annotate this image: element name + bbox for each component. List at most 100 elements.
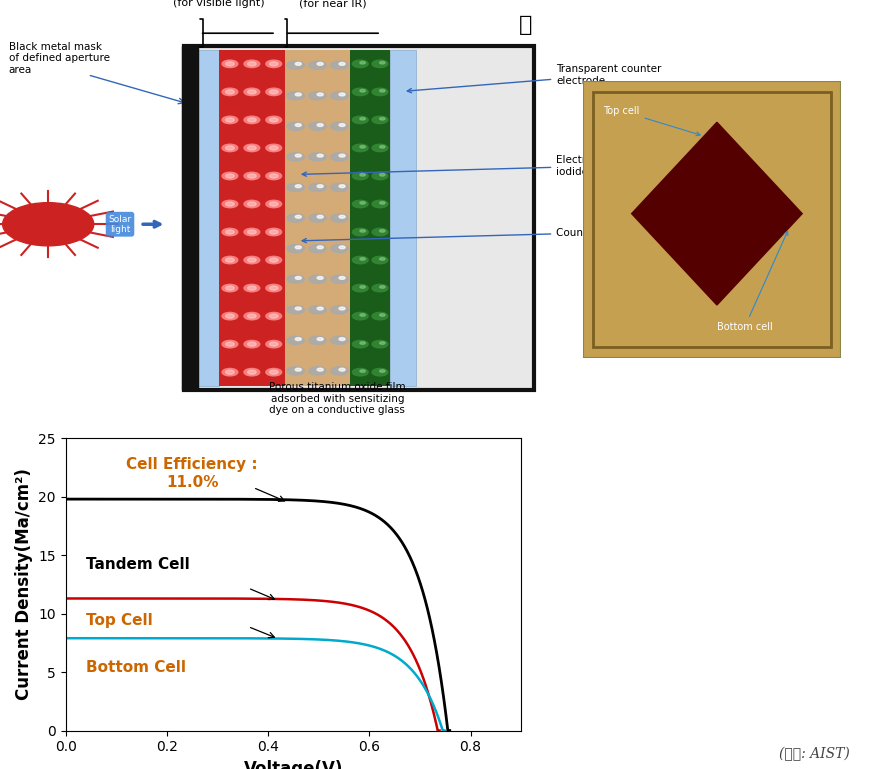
Circle shape — [360, 118, 365, 120]
Circle shape — [352, 145, 368, 151]
Circle shape — [287, 122, 305, 131]
Text: 💡: 💡 — [519, 15, 533, 35]
Circle shape — [352, 285, 368, 291]
Circle shape — [226, 342, 234, 346]
Circle shape — [248, 174, 256, 178]
Polygon shape — [632, 122, 802, 305]
Circle shape — [379, 201, 385, 205]
Circle shape — [360, 145, 365, 148]
Circle shape — [295, 154, 301, 157]
Circle shape — [244, 88, 259, 95]
Circle shape — [270, 370, 278, 375]
Circle shape — [3, 203, 94, 246]
Circle shape — [308, 122, 326, 131]
Text: Cell Efficiency :
11.0%: Cell Efficiency : 11.0% — [126, 458, 258, 490]
Circle shape — [244, 256, 259, 264]
Circle shape — [266, 172, 282, 180]
Circle shape — [339, 215, 345, 218]
Circle shape — [372, 285, 388, 291]
Circle shape — [226, 202, 234, 206]
Circle shape — [317, 185, 323, 188]
Circle shape — [244, 285, 259, 291]
Circle shape — [379, 62, 385, 64]
FancyBboxPatch shape — [219, 50, 285, 386]
Circle shape — [331, 367, 349, 375]
Text: Bottom Cell: Bottom Cell — [86, 660, 186, 675]
FancyBboxPatch shape — [182, 45, 198, 391]
Circle shape — [372, 88, 388, 95]
Circle shape — [372, 172, 388, 180]
Circle shape — [248, 118, 256, 122]
Circle shape — [223, 88, 237, 95]
Circle shape — [287, 183, 305, 191]
Circle shape — [270, 118, 278, 122]
Circle shape — [360, 201, 365, 205]
Circle shape — [331, 214, 349, 222]
Circle shape — [287, 305, 305, 314]
Circle shape — [248, 370, 256, 375]
Circle shape — [295, 185, 301, 188]
Circle shape — [226, 370, 234, 375]
Circle shape — [223, 312, 237, 320]
Circle shape — [317, 124, 323, 126]
Circle shape — [379, 285, 385, 288]
Circle shape — [352, 116, 368, 124]
Circle shape — [248, 314, 256, 318]
Circle shape — [287, 245, 305, 253]
Circle shape — [339, 277, 345, 279]
Circle shape — [295, 368, 301, 371]
Circle shape — [308, 153, 326, 161]
Text: Top view of an active area of
a solar cell without a black
metal mask: Top view of an active area of a solar ce… — [639, 237, 788, 270]
Circle shape — [317, 93, 323, 96]
Text: Bottom cell: Bottom cell — [717, 231, 788, 332]
Circle shape — [248, 62, 256, 66]
X-axis label: Voltage(V): Voltage(V) — [244, 760, 343, 769]
Circle shape — [295, 215, 301, 218]
Circle shape — [308, 245, 326, 253]
Circle shape — [339, 368, 345, 371]
Circle shape — [331, 92, 349, 100]
Circle shape — [352, 368, 368, 376]
Circle shape — [339, 124, 345, 126]
Circle shape — [331, 61, 349, 69]
Circle shape — [223, 228, 237, 236]
Circle shape — [372, 256, 388, 264]
Circle shape — [339, 307, 345, 310]
Circle shape — [360, 285, 365, 288]
FancyBboxPatch shape — [583, 81, 841, 358]
Circle shape — [308, 214, 326, 222]
Circle shape — [223, 256, 237, 264]
Circle shape — [352, 172, 368, 180]
Circle shape — [244, 145, 259, 151]
Circle shape — [331, 275, 349, 283]
Circle shape — [266, 228, 282, 236]
Circle shape — [226, 62, 234, 66]
Circle shape — [295, 246, 301, 249]
Circle shape — [270, 342, 278, 346]
Circle shape — [248, 230, 256, 234]
Circle shape — [266, 312, 282, 320]
Circle shape — [379, 370, 385, 372]
Circle shape — [372, 312, 388, 320]
Circle shape — [360, 62, 365, 64]
Circle shape — [270, 314, 278, 318]
Circle shape — [295, 338, 301, 341]
Circle shape — [317, 368, 323, 371]
Circle shape — [308, 336, 326, 345]
Circle shape — [270, 90, 278, 94]
Circle shape — [287, 61, 305, 69]
Circle shape — [287, 367, 305, 375]
Text: Solar
light: Solar light — [109, 215, 131, 234]
Circle shape — [360, 314, 365, 316]
FancyBboxPatch shape — [285, 50, 350, 386]
Circle shape — [244, 312, 259, 320]
Circle shape — [270, 146, 278, 150]
Circle shape — [360, 370, 365, 372]
Circle shape — [266, 341, 282, 348]
Circle shape — [308, 275, 326, 283]
Circle shape — [244, 60, 259, 68]
Circle shape — [266, 256, 282, 264]
Circle shape — [226, 146, 234, 150]
Circle shape — [352, 228, 368, 236]
Circle shape — [379, 258, 385, 260]
